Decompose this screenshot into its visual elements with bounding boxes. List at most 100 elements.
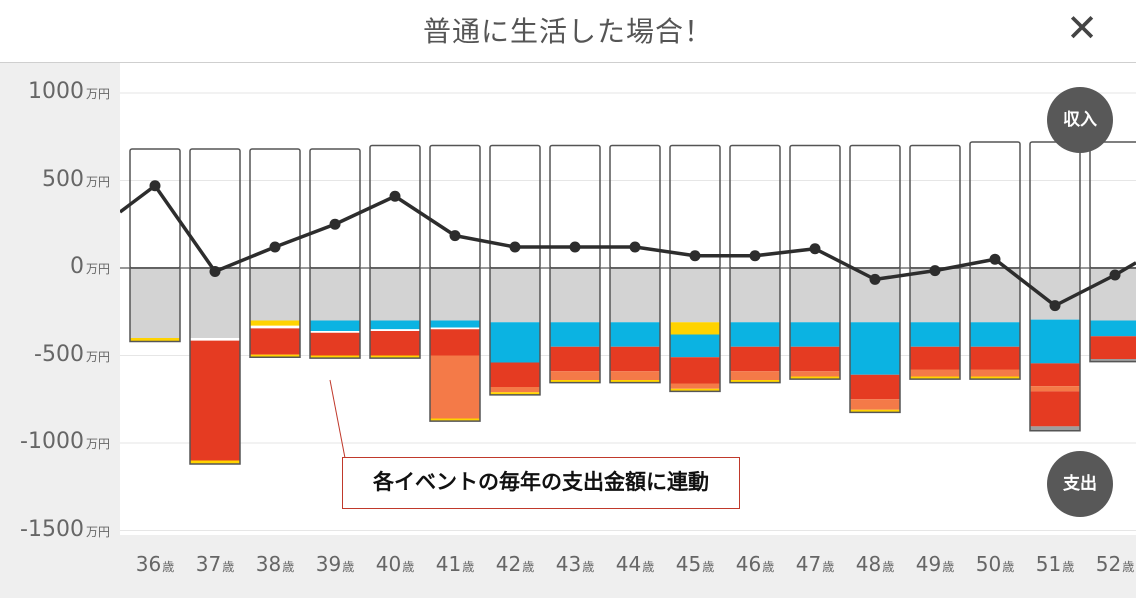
income-bar <box>429 144 481 269</box>
income-bar <box>909 144 961 269</box>
x-tick-label: 52歳 <box>1095 552 1135 576</box>
expense-segment <box>370 329 420 331</box>
expense-segment <box>550 380 600 383</box>
balance-point <box>1049 300 1061 312</box>
x-tick-label: 38歳 <box>255 552 295 576</box>
x-tick-label: 49歳 <box>915 552 955 576</box>
expense-segment <box>190 340 240 461</box>
expense-segment <box>790 346 840 372</box>
balance-point <box>449 230 461 242</box>
expense-segment <box>670 334 720 358</box>
expense-segment <box>370 268 420 321</box>
expense-segment <box>550 371 600 380</box>
balance-point <box>269 241 281 253</box>
y-tick-label: -1000 万円 <box>20 429 110 454</box>
expense-segment <box>910 268 960 323</box>
expense-segment <box>430 329 480 356</box>
income-bar <box>669 144 721 269</box>
balance-point <box>689 250 701 262</box>
chart-plot-area <box>120 63 1136 535</box>
y-tick-label: -1500 万円 <box>20 516 110 542</box>
expense-segment <box>730 371 780 380</box>
expense-segment <box>550 268 600 323</box>
income-bar <box>1029 141 1081 269</box>
chart-svg <box>120 92 1136 531</box>
expense-segment <box>790 322 840 347</box>
expense-segment <box>610 371 660 380</box>
balance-point <box>929 265 941 277</box>
income-bar <box>189 148 241 269</box>
expense-segment <box>730 380 780 383</box>
x-tick-label: 39歳 <box>315 552 355 576</box>
expense-segment <box>610 268 660 323</box>
expense-segment <box>250 268 300 321</box>
expense-segment <box>670 383 720 389</box>
expense-segment <box>670 357 720 384</box>
expense-segment <box>790 376 840 380</box>
expense-segment <box>730 346 780 372</box>
balance-point <box>629 241 641 253</box>
expense-segment <box>970 322 1020 347</box>
expense-segment <box>970 369 1020 377</box>
expense-segment <box>370 331 420 356</box>
balance-point <box>809 243 821 255</box>
x-tick-label: 37歳 <box>195 552 235 576</box>
income-bar <box>969 141 1021 269</box>
income-bar <box>249 148 301 269</box>
expense-segment <box>430 418 480 422</box>
income-bar <box>1089 141 1136 269</box>
expense-segment <box>970 346 1020 370</box>
expense-segment <box>310 331 360 333</box>
y-axis: 1000 万円 500 万円 0 万円 -500 万円 -1000 万円 -1500 万円 <box>0 63 120 542</box>
expense-segment <box>670 322 720 335</box>
expense-segment <box>490 387 540 393</box>
expense-segment <box>490 392 540 395</box>
x-tick-label: 43歳 <box>555 552 595 576</box>
expense-segment <box>490 362 540 387</box>
expense-segment <box>190 460 240 464</box>
expense-segment <box>970 268 1020 323</box>
expense-segment <box>490 268 540 323</box>
annotation-box: 各イベントの毎年の支出金額に連動 <box>342 457 740 509</box>
y-tick-label: -500 万円 <box>34 341 110 367</box>
income-bar <box>129 148 181 269</box>
x-tick-label: 50歳 <box>975 552 1015 576</box>
expense-segment <box>850 374 900 400</box>
income-bar <box>849 144 901 269</box>
expense-segment <box>310 320 360 331</box>
expense-segment <box>1090 320 1136 337</box>
y-tick-label: 1000 万円 <box>27 79 110 104</box>
close-icon[interactable]: ✕ <box>1066 6 1098 50</box>
expense-segment <box>370 320 420 330</box>
expense-segment <box>910 369 960 377</box>
expense-segment <box>310 355 360 359</box>
expense-segment <box>550 322 600 347</box>
expense-segment <box>970 376 1020 380</box>
x-tick-label: 46歳 <box>735 552 775 576</box>
income-badge-button[interactable]: 収入 <box>1047 87 1113 153</box>
x-tick-label: 48歳 <box>855 552 895 576</box>
income-bar <box>309 148 361 269</box>
expense-segment <box>850 399 900 410</box>
expense-segment <box>610 380 660 383</box>
income-bar <box>609 144 661 269</box>
balance-point <box>389 190 401 202</box>
expense-segment <box>1030 319 1080 364</box>
y-tick-label: 500 万円 <box>41 166 110 192</box>
balance-point <box>989 253 1001 265</box>
expense-segment <box>610 346 660 372</box>
expense-segment <box>730 322 780 347</box>
expense-segment <box>190 268 240 338</box>
expense-segment <box>790 371 840 377</box>
expense-segment <box>490 322 540 363</box>
expense-segment <box>790 268 840 323</box>
expense-badge-button[interactable]: 支出 <box>1047 451 1113 517</box>
expense-segment <box>1030 426 1080 431</box>
expense-segment <box>250 325 300 329</box>
expense-segment <box>1030 386 1080 392</box>
expense-segment <box>670 388 720 392</box>
x-tick-label: 41歳 <box>435 552 475 576</box>
expense-segment <box>250 320 300 326</box>
expense-segment <box>370 355 420 359</box>
x-tick-label: 40歳 <box>375 552 415 576</box>
